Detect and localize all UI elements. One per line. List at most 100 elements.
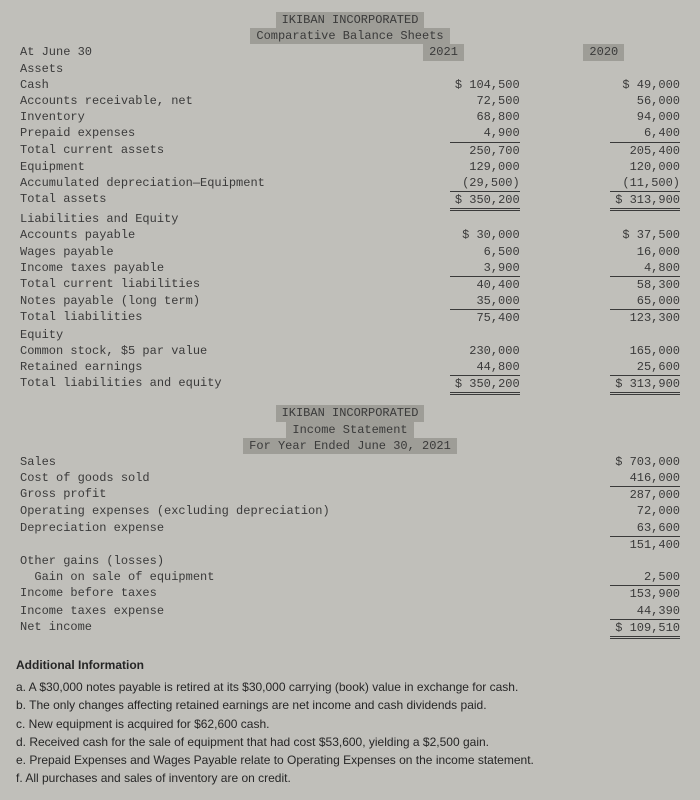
bs-title: Comparative Balance Sheets	[250, 28, 449, 44]
row-val: 153,900	[524, 585, 684, 602]
row-val-2021: 44,800	[363, 359, 523, 375]
bs-date-label: At June 30	[20, 45, 92, 59]
bs-col-2021: 2021	[423, 44, 464, 60]
row-val-2021: 250,700	[363, 142, 523, 159]
table-row: Notes payable (long term)35,00065,000	[16, 293, 684, 309]
table-row: Common stock, $5 par value230,000165,000	[16, 343, 684, 359]
row-label: Gross profit	[16, 486, 363, 503]
row-label: Income before taxes	[16, 585, 363, 602]
row-label: Cash	[16, 77, 363, 93]
income-statement-table: IKIBAN INCORPORATED Income Statement For…	[16, 405, 684, 639]
row-val: 72,000	[524, 503, 684, 519]
row-val: 151,400	[524, 536, 684, 553]
row-val-2020: 6,400	[524, 125, 684, 141]
table-row: Depreciation expense63,600	[16, 520, 684, 536]
row-val-2021: $ 350,200	[363, 375, 523, 395]
row-val-2021: 230,000	[363, 343, 523, 359]
liab-header: Liabilities and Equity	[16, 211, 684, 227]
row-val-2020: (11,500)	[524, 175, 684, 191]
row-label: Income taxes expense	[16, 603, 363, 619]
row-val-2021: 3,900	[363, 260, 523, 276]
row-label: Total liabilities and equity	[16, 375, 363, 395]
row-val: 2,500	[524, 569, 684, 585]
table-row: Total assets$ 350,200$ 313,900	[16, 191, 684, 211]
row-label: Total current assets	[16, 142, 363, 159]
equity-header: Equity	[16, 327, 684, 343]
is-period: For Year Ended June 30, 2021	[243, 438, 457, 454]
row-val-2020: 65,000	[524, 293, 684, 309]
row-val-2020: 165,000	[524, 343, 684, 359]
row-val-2021: $ 350,200	[363, 191, 523, 211]
info-item: c. New equipment is acquired for $62,600…	[16, 716, 684, 732]
row-label: Gain on sale of equipment	[16, 569, 363, 585]
info-item: e. Prepaid Expenses and Wages Payable re…	[16, 752, 684, 768]
table-row: Wages payable6,50016,000	[16, 244, 684, 260]
row-val-2021: 72,500	[363, 93, 523, 109]
row-val-2020: $ 313,900	[524, 191, 684, 211]
row-val-2021: $ 104,500	[363, 77, 523, 93]
row-val: 287,000	[524, 486, 684, 503]
bs-col-2020: 2020	[583, 44, 624, 60]
table-row: Equipment129,000120,000	[16, 159, 684, 175]
table-row: Income before taxes 153,900	[16, 585, 684, 602]
is-title: Income Statement	[286, 422, 413, 438]
row-val-2021: 6,500	[363, 244, 523, 260]
balance-sheet-table: IKIBAN INCORPORATED Comparative Balance …	[16, 12, 684, 395]
row-label: Net income	[16, 619, 363, 639]
table-row: Operating expenses (excluding depreciati…	[16, 503, 684, 519]
table-row: Total liabilities and equity$ 350,200$ 3…	[16, 375, 684, 395]
table-row: Total liabilities75,400123,300	[16, 309, 684, 326]
table-row: Inventory68,80094,000	[16, 109, 684, 125]
table-row: Accumulated depreciation—Equipment(29,50…	[16, 175, 684, 191]
table-row: Accounts receivable, net72,50056,000	[16, 93, 684, 109]
row-val: 416,000	[524, 470, 684, 486]
is-company: IKIBAN INCORPORATED	[276, 405, 425, 421]
row-val-2020: $ 37,500	[524, 227, 684, 243]
table-row: Sales $ 703,000	[16, 454, 684, 470]
row-val-2020: $ 49,000	[524, 77, 684, 93]
row-label: Accounts receivable, net	[16, 93, 363, 109]
table-row: 151,400	[16, 536, 684, 553]
table-row: Cost of goods sold416,000	[16, 470, 684, 486]
row-val-2020: 205,400	[524, 142, 684, 159]
row-val-2020: $ 313,900	[524, 375, 684, 395]
additional-info: Additional Information a. A $30,000 note…	[16, 657, 684, 786]
row-label: Total current liabilities	[16, 276, 363, 293]
row-val-2021: 40,400	[363, 276, 523, 293]
row-val-2020: 16,000	[524, 244, 684, 260]
row-val-2020: 120,000	[524, 159, 684, 175]
assets-header: Assets	[16, 61, 684, 77]
row-label: Depreciation expense	[16, 520, 363, 536]
row-val-2021: 68,800	[363, 109, 523, 125]
info-item: d. Received cash for the sale of equipme…	[16, 734, 684, 750]
row-label: Accounts payable	[16, 227, 363, 243]
row-label: Sales	[16, 454, 363, 470]
row-val-2021: 75,400	[363, 309, 523, 326]
row-label: Prepaid expenses	[16, 125, 363, 141]
info-item: f. All purchases and sales of inventory …	[16, 770, 684, 786]
table-row: Income taxes payable3,9004,800	[16, 260, 684, 276]
table-row: Cash$ 104,500$ 49,000	[16, 77, 684, 93]
row-val-2021: 35,000	[363, 293, 523, 309]
row-label: Total assets	[16, 191, 363, 211]
row-val-2020: 123,300	[524, 309, 684, 326]
row-label: Notes payable (long term)	[16, 293, 363, 309]
row-val-2021: 129,000	[363, 159, 523, 175]
row-val-2021: 4,900	[363, 125, 523, 141]
row-label: Inventory	[16, 109, 363, 125]
row-label: Wages payable	[16, 244, 363, 260]
table-row: Retained earnings44,80025,600	[16, 359, 684, 375]
row-label: Retained earnings	[16, 359, 363, 375]
row-val-2021: $ 30,000	[363, 227, 523, 243]
row-label	[16, 536, 363, 553]
row-label: Income taxes payable	[16, 260, 363, 276]
row-label: Equipment	[16, 159, 363, 175]
table-row: Other gains (losses)	[16, 553, 684, 569]
row-val-2020: 94,000	[524, 109, 684, 125]
row-val	[524, 553, 684, 569]
row-val-2020: 25,600	[524, 359, 684, 375]
row-val-2021: (29,500)	[363, 175, 523, 191]
row-val: $ 703,000	[524, 454, 684, 470]
row-label: Common stock, $5 par value	[16, 343, 363, 359]
row-val-2020: 4,800	[524, 260, 684, 276]
